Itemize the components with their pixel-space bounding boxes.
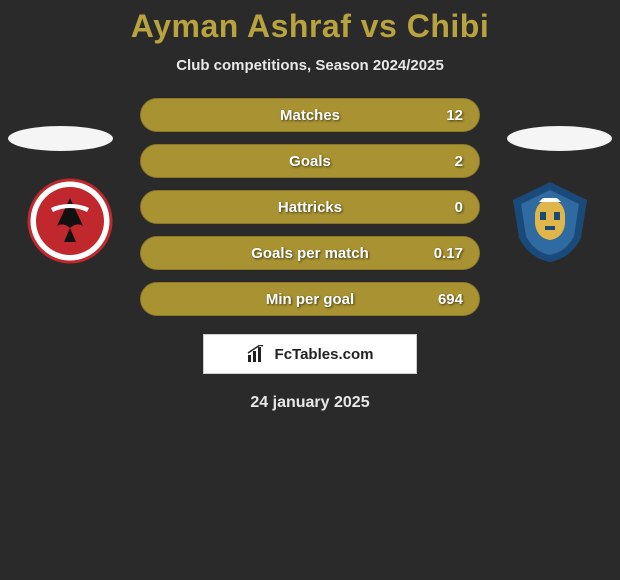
- date-label: 24 january 2025: [0, 394, 620, 412]
- comparison-card: Ayman Ashraf vs Chibi Club competitions,…: [0, 0, 620, 412]
- stat-label: Goals: [289, 153, 331, 170]
- stat-label: Matches: [280, 107, 340, 124]
- club-logo-right: [507, 178, 593, 264]
- stat-row: Hattricks 0: [140, 190, 480, 224]
- stats-list: Matches 12 Goals 2 Hattricks 0 Goals per…: [140, 98, 480, 316]
- stat-value: 694: [438, 291, 463, 308]
- stat-label: Hattricks: [278, 199, 342, 216]
- club-logo-left: [27, 178, 113, 264]
- pyramids-crest-icon: [507, 178, 593, 264]
- subtitle: Club competitions, Season 2024/2025: [0, 57, 620, 74]
- stat-label: Goals per match: [251, 245, 369, 262]
- stat-value: 0.17: [434, 245, 463, 262]
- stat-value: 0: [455, 199, 463, 216]
- source-badge: FcTables.com: [203, 334, 417, 374]
- stat-row: Goals 2: [140, 144, 480, 178]
- page-title: Ayman Ashraf vs Chibi: [0, 8, 620, 45]
- player-avatar-left: [8, 126, 113, 151]
- bar-chart-icon: [247, 345, 269, 363]
- stat-value: 12: [446, 107, 463, 124]
- player-avatar-right: [507, 126, 612, 151]
- al-ahly-crest-icon: [27, 178, 113, 264]
- stat-row: Matches 12: [140, 98, 480, 132]
- stat-row: Min per goal 694: [140, 282, 480, 316]
- stat-row: Goals per match 0.17: [140, 236, 480, 270]
- stat-label: Min per goal: [266, 291, 354, 308]
- stat-value: 2: [455, 153, 463, 170]
- source-badge-text: FcTables.com: [275, 346, 374, 363]
